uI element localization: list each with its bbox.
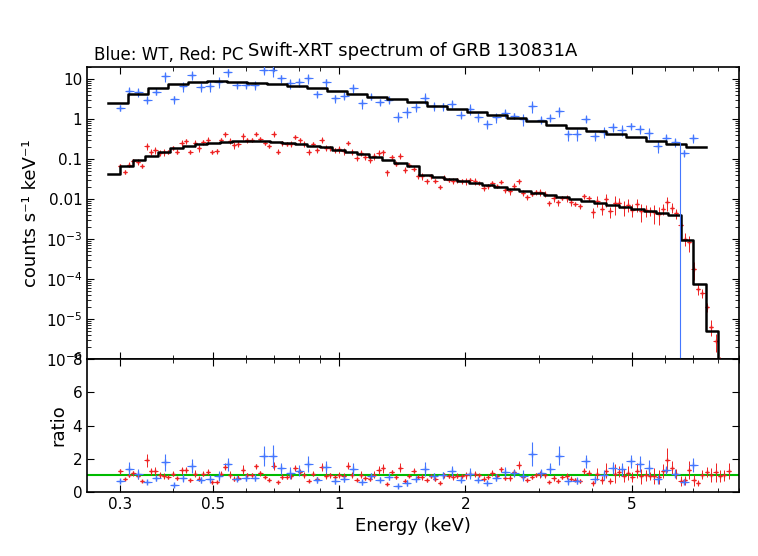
Text: Blue: WT, Red: PC: Blue: WT, Red: PC (94, 46, 243, 64)
Y-axis label: ratio: ratio (49, 405, 67, 446)
Title: Swift-XRT spectrum of GRB 130831A: Swift-XRT spectrum of GRB 130831A (249, 42, 578, 59)
Y-axis label: counts s⁻¹ keV⁻¹: counts s⁻¹ keV⁻¹ (22, 139, 40, 287)
X-axis label: Energy (keV): Energy (keV) (356, 518, 471, 535)
